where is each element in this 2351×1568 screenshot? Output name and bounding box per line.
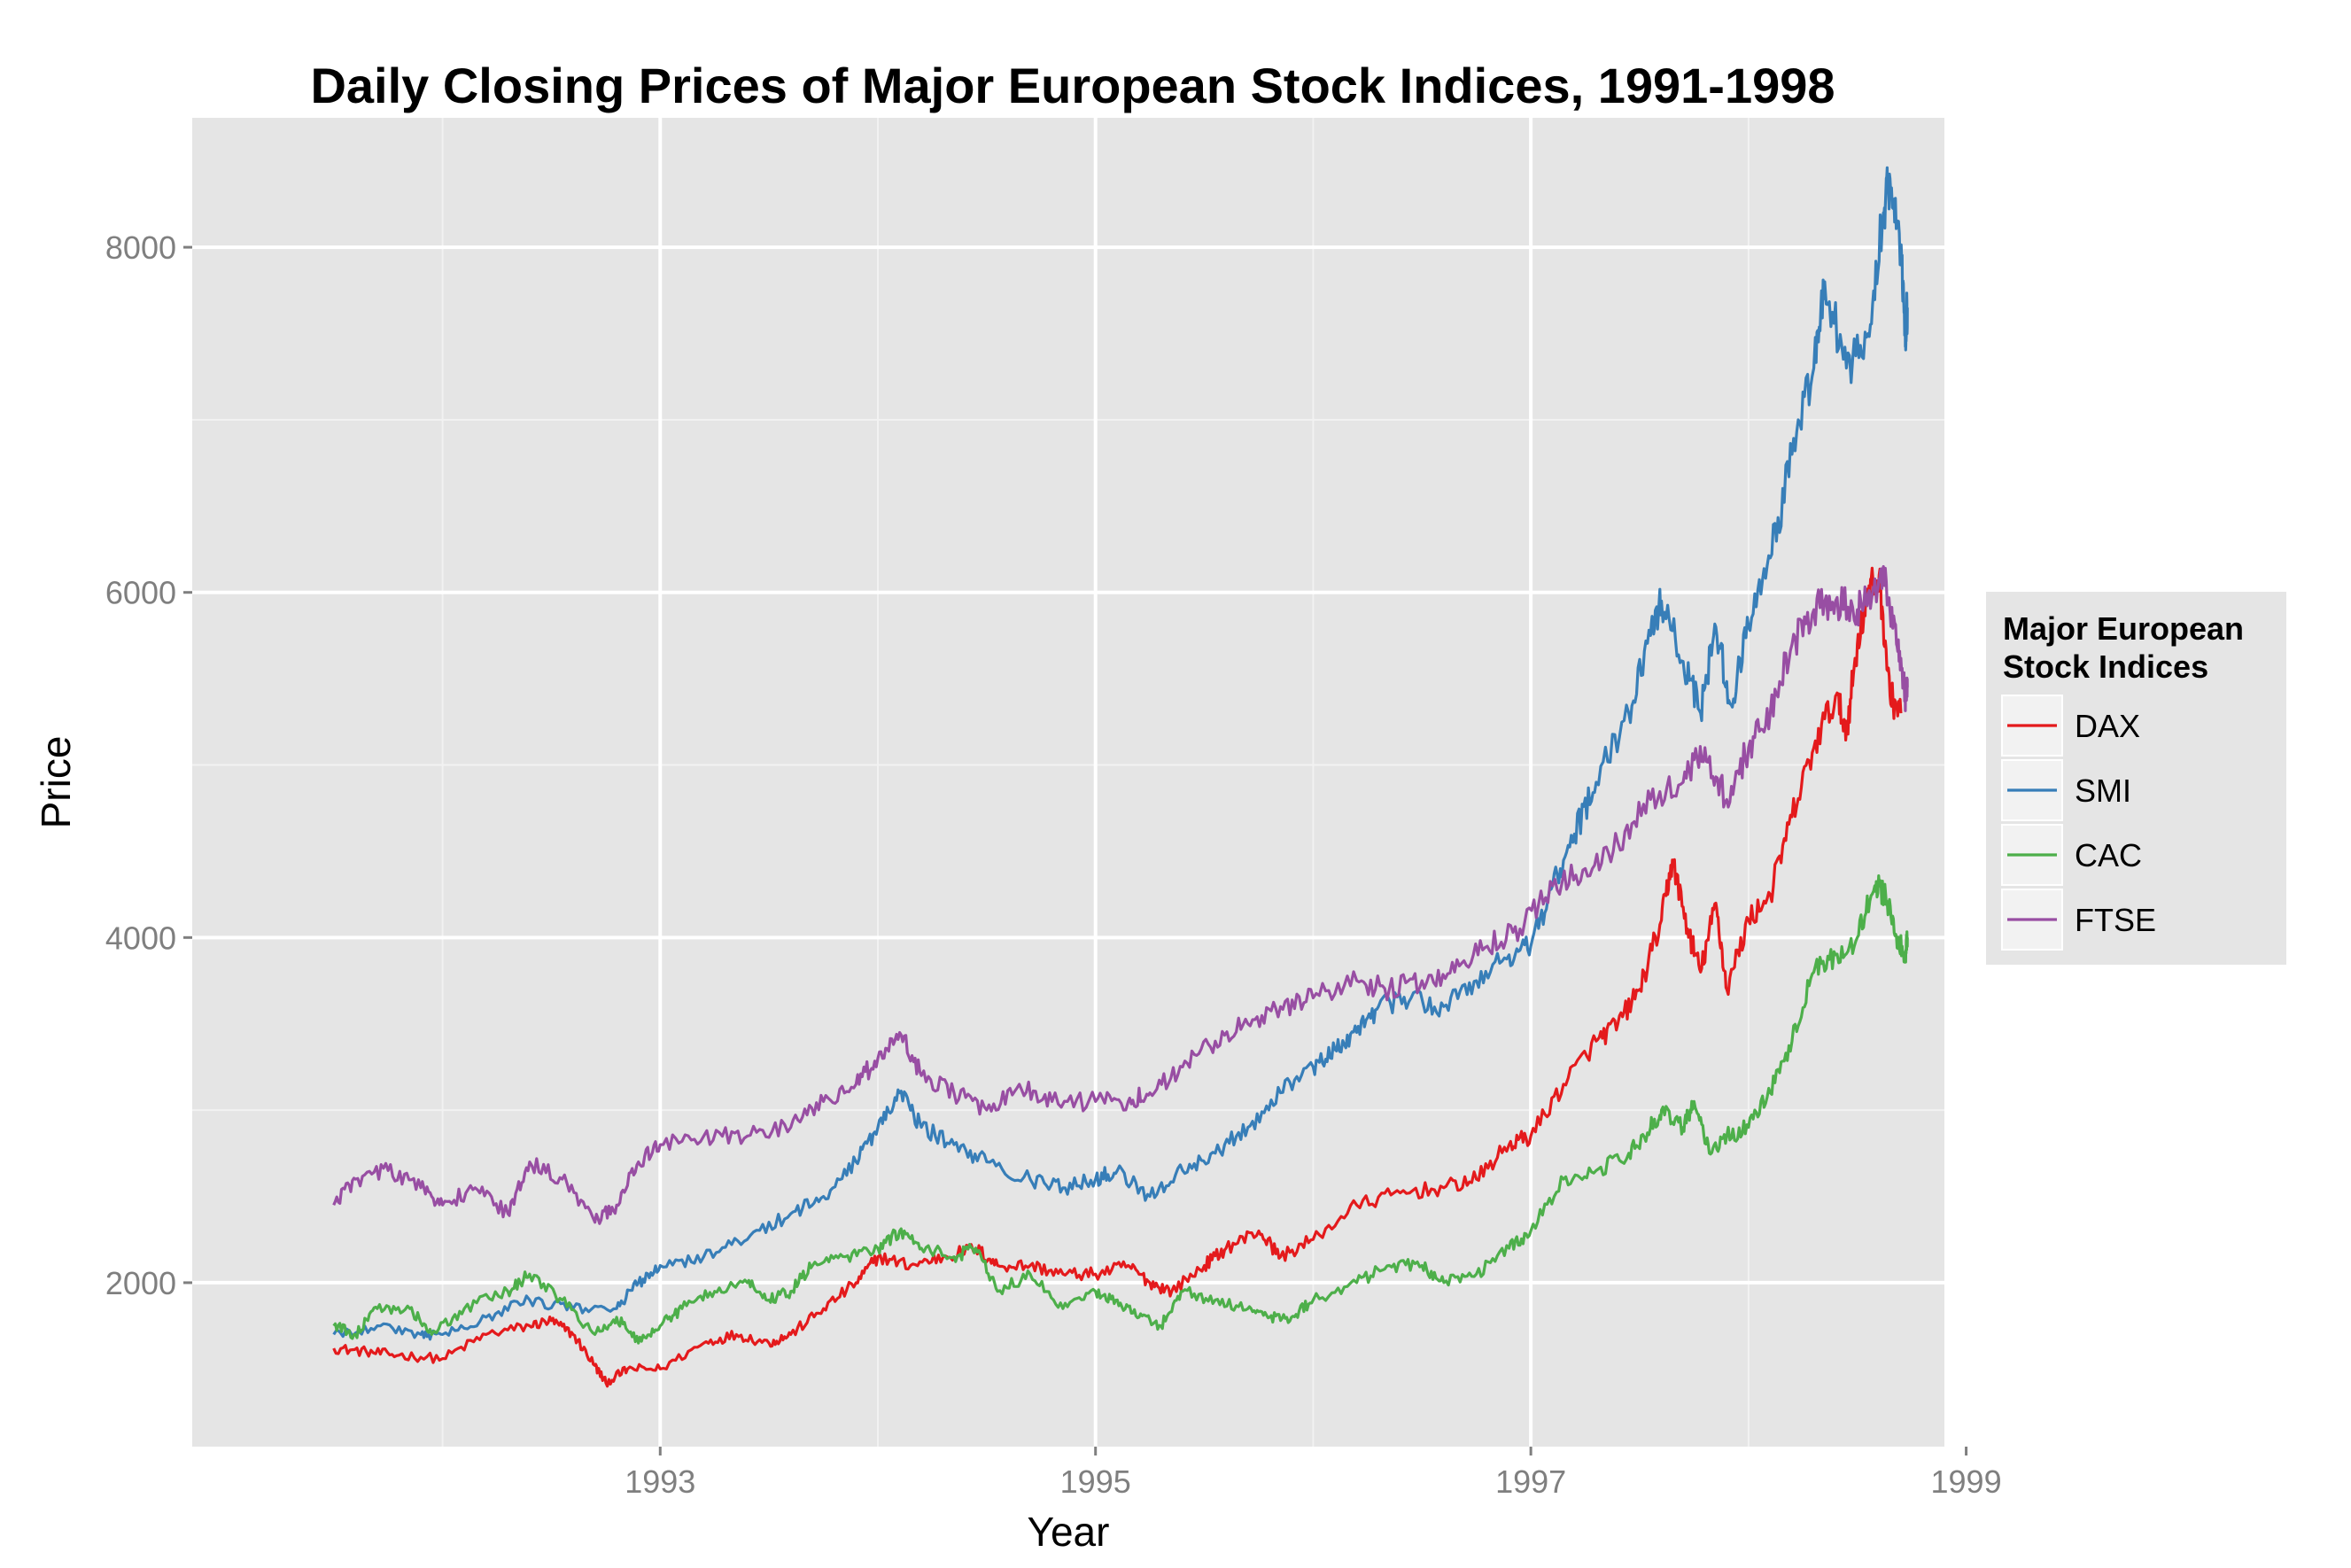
y-axis-title: Price	[33, 736, 79, 829]
legend-label-ftse: FTSE	[2075, 902, 2156, 938]
series-line-ftse	[332, 564, 1909, 1225]
x-tick-label: 1999	[1931, 1463, 2002, 1500]
x-axis-title: Year	[1028, 1509, 1110, 1555]
legend-title-line-2: Stock Indices	[2003, 648, 2208, 685]
x-tick-label: 1997	[1495, 1463, 1566, 1500]
series-lines	[332, 166, 1909, 1388]
chart-title: Daily Closing Prices of Major European S…	[310, 58, 1835, 113]
x-tick-label: 1993	[625, 1463, 695, 1500]
legend-label-dax: DAX	[2075, 708, 2140, 744]
legend: Major European Stock Indices DAX SMI CAC FT…	[1986, 592, 2286, 965]
x-tick-label: 1995	[1060, 1463, 1131, 1500]
legend-label-smi: SMI	[2075, 772, 2131, 809]
x-axis: 1993 1995 1997 1999	[625, 1447, 2002, 1500]
y-tick-label: 6000	[105, 575, 176, 611]
y-axis: 2000 4000 6000 8000	[105, 229, 192, 1301]
legend-label-cac: CAC	[2075, 837, 2142, 873]
series-line-smi	[332, 166, 1909, 1341]
plot-panel	[192, 118, 1944, 1447]
y-tick-label: 4000	[105, 920, 176, 956]
legend-entries: DAX SMI CAC FTSE	[2001, 695, 2156, 951]
minor-gridlines	[192, 118, 1944, 1447]
series-line-cac	[332, 874, 1909, 1345]
y-tick-label: 8000	[105, 229, 176, 266]
legend-title-line-1: Major European	[2003, 610, 2244, 647]
y-tick-label: 2000	[105, 1265, 176, 1301]
major-gridlines	[192, 118, 1968, 1447]
series-line-dax	[332, 566, 1903, 1388]
